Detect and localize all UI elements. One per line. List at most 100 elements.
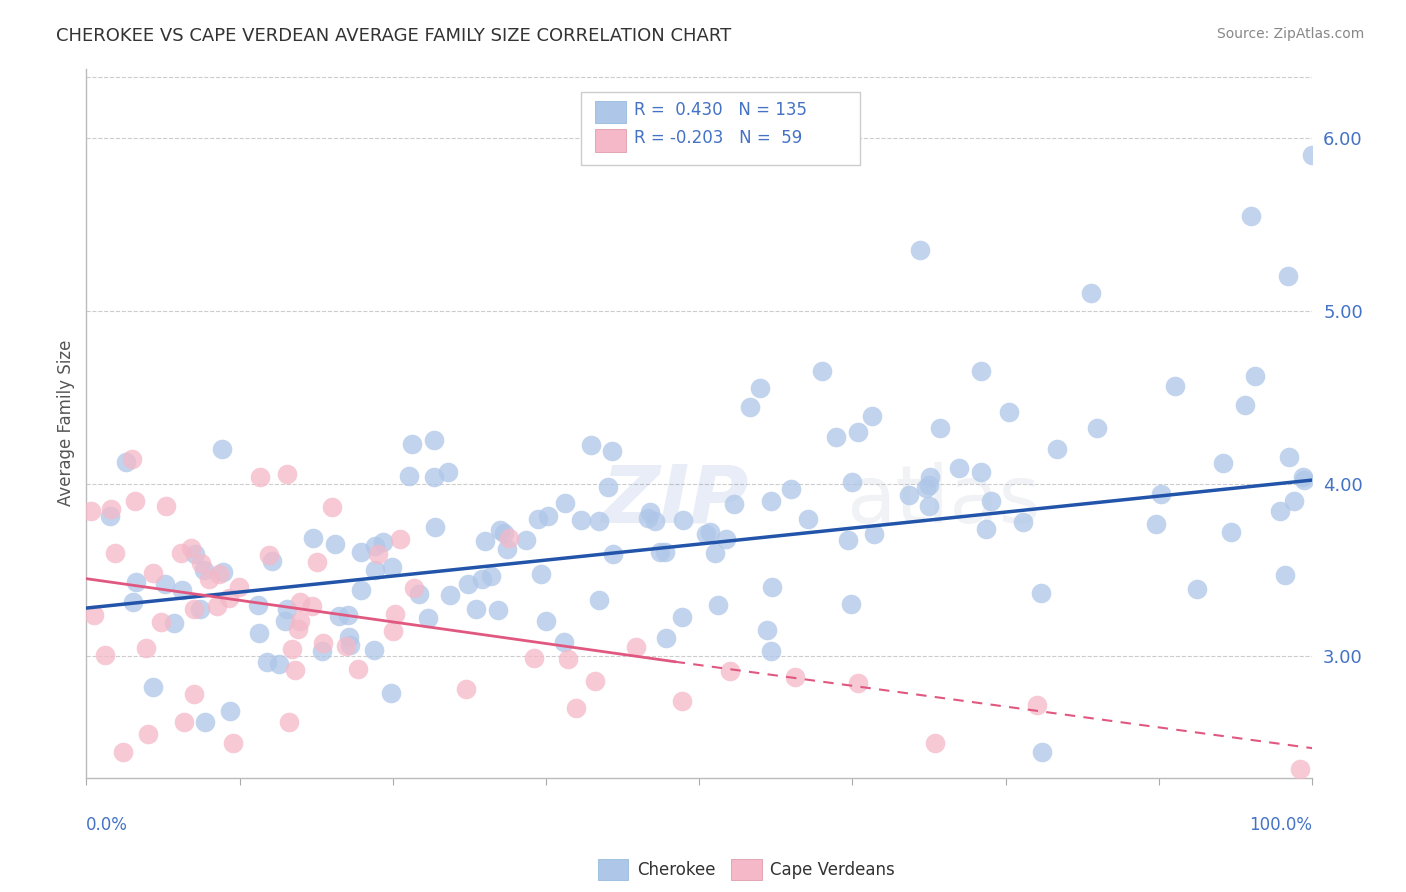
Point <box>1031 585 1053 599</box>
Point <box>219 705 242 719</box>
Point <box>288 614 311 628</box>
Y-axis label: Average Family Size: Average Family Size <box>58 340 75 507</box>
Point <box>423 520 446 534</box>
Text: CHEROKEE VS CAPE VERDEAN AVERAGE FAMILY SIZE CORRELATION CHART: CHEROKEE VS CAPE VERDEAN AVERAGE FAMILY … <box>56 27 731 45</box>
Point <box>640 505 662 519</box>
Point <box>488 523 510 537</box>
Point <box>278 714 301 729</box>
Point <box>335 639 357 653</box>
Point <box>465 601 488 615</box>
Point <box>1026 698 1049 712</box>
Point <box>183 687 205 701</box>
Point <box>860 409 883 424</box>
Point <box>114 454 136 468</box>
Point <box>228 580 250 594</box>
Point <box>281 641 304 656</box>
Point <box>654 545 676 559</box>
Point <box>256 655 278 669</box>
Point <box>93 648 115 662</box>
Point <box>554 496 576 510</box>
Point <box>184 547 207 561</box>
Point <box>918 499 941 513</box>
Point <box>707 598 730 612</box>
Point <box>825 430 848 444</box>
Point <box>527 512 550 526</box>
Point <box>121 452 143 467</box>
Point <box>276 602 298 616</box>
Point <box>457 577 479 591</box>
Point <box>398 468 420 483</box>
Point <box>810 364 832 378</box>
Point <box>180 541 202 555</box>
Point <box>970 364 993 378</box>
Point <box>1080 286 1102 301</box>
Point <box>523 651 546 665</box>
Point <box>583 674 606 689</box>
Point <box>183 601 205 615</box>
Point <box>1301 148 1323 162</box>
Point <box>142 681 165 695</box>
Point <box>479 569 502 583</box>
Point <box>337 608 360 623</box>
Point <box>260 554 283 568</box>
Point <box>848 425 870 439</box>
Point <box>557 652 579 666</box>
Point <box>287 622 309 636</box>
Point <box>301 599 323 613</box>
Point <box>718 664 741 678</box>
Point <box>565 701 588 715</box>
Point <box>135 640 157 655</box>
Point <box>695 526 717 541</box>
Point <box>170 583 193 598</box>
Point <box>1031 745 1053 759</box>
Point <box>486 603 509 617</box>
Point <box>339 638 361 652</box>
Point <box>648 545 671 559</box>
Point <box>422 470 444 484</box>
Point <box>474 534 496 549</box>
Point <box>402 582 425 596</box>
Text: atlas: atlas <box>846 462 1040 540</box>
Point <box>797 512 820 526</box>
Point <box>367 547 389 561</box>
Point <box>142 566 165 580</box>
Point <box>553 635 575 649</box>
Point <box>496 542 519 557</box>
Point <box>208 566 231 581</box>
Point <box>124 493 146 508</box>
Point <box>439 588 461 602</box>
Point <box>714 532 737 546</box>
Text: ZIP: ZIP <box>602 462 748 540</box>
Point <box>80 504 103 518</box>
Point <box>207 599 229 614</box>
Point <box>1046 442 1069 456</box>
Point <box>190 556 212 570</box>
Point <box>1144 517 1167 532</box>
Point <box>740 400 762 414</box>
Point <box>312 636 335 650</box>
Text: Cape Verdeans: Cape Verdeans <box>770 861 896 879</box>
Point <box>136 727 159 741</box>
Point <box>1268 503 1291 517</box>
Point <box>267 657 290 671</box>
Point <box>321 500 343 514</box>
Point <box>602 547 624 561</box>
Point <box>1212 456 1234 470</box>
Point <box>637 511 659 525</box>
Point <box>454 681 477 696</box>
Point <box>1187 582 1209 596</box>
Point <box>1278 450 1301 464</box>
Point <box>976 522 998 536</box>
Point <box>1240 209 1263 223</box>
Point <box>654 632 676 646</box>
Point <box>837 533 859 548</box>
Point <box>1164 378 1187 392</box>
Point <box>211 442 233 456</box>
Point <box>249 469 271 483</box>
Point <box>423 433 446 447</box>
Point <box>530 566 553 581</box>
Point <box>98 509 121 524</box>
Point <box>371 535 394 549</box>
Point <box>288 595 311 609</box>
Point <box>247 626 270 640</box>
